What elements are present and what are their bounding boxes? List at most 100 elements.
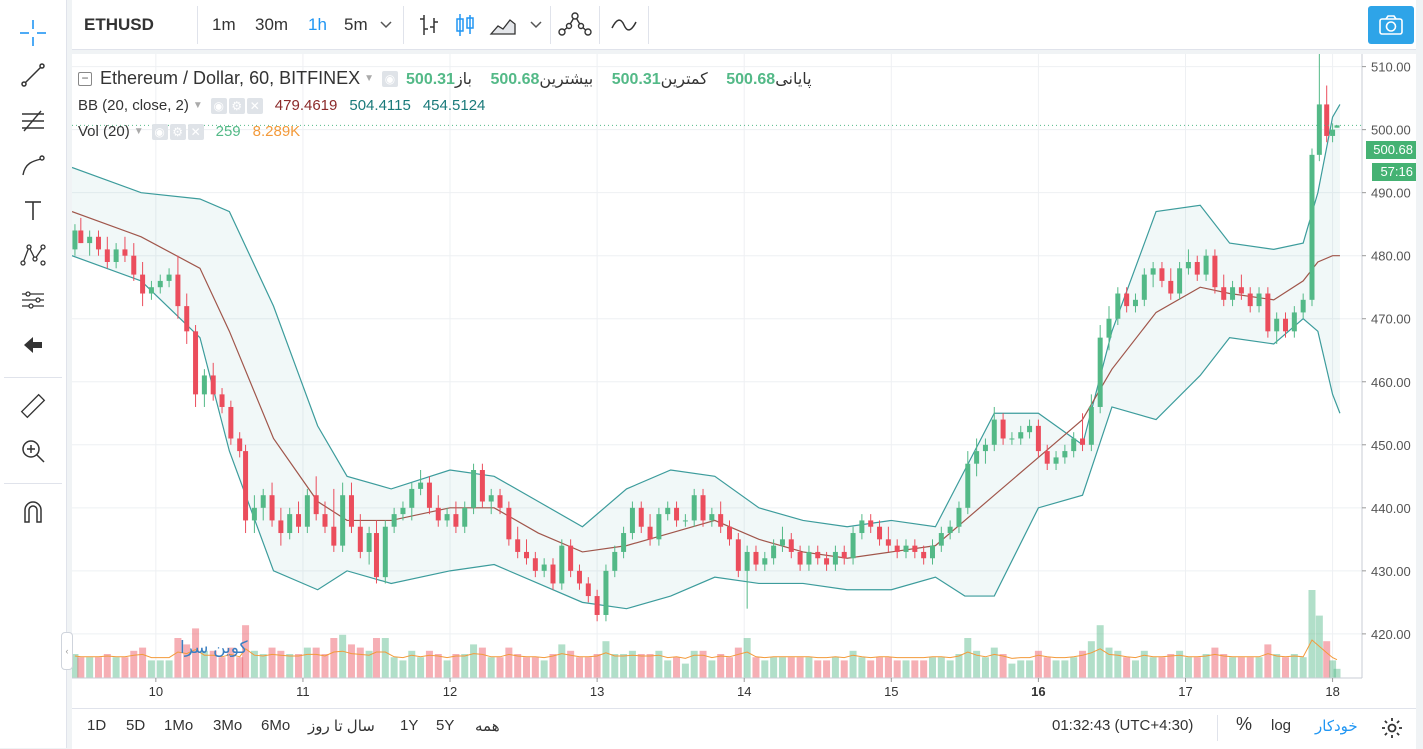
candle-body: [251, 507, 257, 521]
chevron-down-icon[interactable]: ▼: [364, 73, 375, 84]
range-5y[interactable]: 5Y: [436, 717, 455, 734]
candle-body: [1044, 451, 1050, 464]
gear-icon[interactable]: ⚙: [228, 97, 245, 114]
volume-bar: [990, 647, 998, 678]
candle-body: [912, 545, 918, 552]
prediction-icon[interactable]: [13, 282, 53, 318]
time-tick-label: 18: [1325, 684, 1339, 699]
legend-title[interactable]: Ethereum / Dollar, 60, BITFINEX: [100, 68, 361, 88]
auto-scale-button[interactable]: خودکار: [1315, 718, 1358, 735]
range-5d[interactable]: 5D: [126, 717, 146, 734]
zoom-in-icon[interactable]: [13, 433, 53, 469]
range-6mo[interactable]: 6Mo: [261, 717, 291, 734]
candle-body: [1247, 293, 1253, 307]
interval-5m[interactable]: 5m: [344, 15, 368, 34]
vol-label[interactable]: Vol (20): [78, 123, 130, 140]
range-ytd[interactable]: سال تا روز: [308, 718, 375, 735]
pitchfork-icon[interactable]: [13, 102, 53, 138]
volume-bar: [321, 654, 329, 678]
range-1d[interactable]: 1D: [87, 717, 107, 734]
bb-band-fill: [72, 104, 1340, 609]
gear-icon[interactable]: [1380, 716, 1404, 745]
volume-bar: [1323, 641, 1331, 678]
legend-volume: Vol (20) ▼ ◉ ⚙ ✕ 259 8.289K: [78, 123, 300, 140]
drawing-toolbar: [0, 0, 67, 748]
candle-body: [568, 545, 574, 571]
chevron-down-icon[interactable]: ▼: [192, 100, 203, 111]
pattern-icon[interactable]: [13, 237, 53, 273]
time-tick-label: 14: [737, 684, 751, 699]
volume-bar: [94, 657, 102, 678]
candles-style-icon[interactable]: [450, 10, 480, 40]
gear-icon[interactable]: ⚙: [169, 123, 186, 140]
close-icon[interactable]: ✕: [246, 97, 263, 114]
chart-pane[interactable]: 420.00 430.00 440.00 450.00 460.00 470.00 480.…: [72, 54, 1416, 708]
volume-bar: [1052, 660, 1060, 678]
close-icon[interactable]: ✕: [187, 123, 204, 140]
volume-bar: [611, 654, 619, 678]
volume-bar: [303, 647, 311, 678]
log-button[interactable]: log: [1271, 717, 1292, 734]
volume-bar: [183, 644, 191, 678]
text-tool-icon[interactable]: [13, 192, 53, 228]
time-tick-label: 11: [296, 684, 310, 699]
eye-icon[interactable]: ◉: [382, 70, 399, 87]
range-3mo[interactable]: 3Mo: [213, 717, 243, 734]
area-style-icon[interactable]: [488, 10, 518, 40]
indicators-icon[interactable]: [609, 10, 639, 40]
volume-bar: [417, 657, 425, 678]
volume-bar: [928, 657, 936, 678]
time-zone-clock[interactable]: 01:32:43 (UTC+4:30): [1052, 717, 1194, 734]
bars-style-icon[interactable]: [414, 10, 444, 40]
bb-label[interactable]: BB (20, close, 2): [78, 97, 189, 114]
volume-bar: [1008, 663, 1016, 678]
chevron-down-icon[interactable]: [526, 14, 546, 44]
percent-button[interactable]: %: [1236, 714, 1253, 734]
low-label: کمترین: [660, 70, 708, 88]
trend-line-icon[interactable]: [13, 57, 53, 93]
crosshair-icon[interactable]: [13, 15, 53, 51]
interval-1h[interactable]: 1h: [308, 15, 327, 34]
candle-body: [541, 564, 547, 571]
toolbar-divider: [403, 6, 404, 44]
candle-body: [1230, 287, 1236, 300]
range-all[interactable]: همه: [475, 718, 500, 735]
eye-icon[interactable]: ◉: [151, 123, 168, 140]
camera-button[interactable]: [1368, 6, 1414, 44]
ruler-icon[interactable]: [13, 388, 53, 424]
candle-body: [824, 558, 830, 565]
candle-body: [788, 539, 794, 552]
interval-1m[interactable]: 1m: [212, 15, 236, 34]
candle-body: [656, 514, 662, 540]
range-1mo[interactable]: 1Mo: [164, 717, 194, 734]
candle-body: [340, 495, 346, 546]
candle-body: [166, 274, 172, 281]
volume-bar: [399, 660, 407, 678]
range-1y[interactable]: 1Y: [400, 717, 419, 734]
candle-body: [744, 551, 750, 571]
chevron-down-icon[interactable]: [376, 14, 396, 44]
collapse-panel-button[interactable]: ‹: [61, 632, 73, 670]
collapse-legend-button[interactable]: −: [78, 71, 92, 86]
volume-bar: [628, 650, 636, 678]
eye-icon[interactable]: ◉: [210, 97, 227, 114]
volume-bar: [1299, 657, 1307, 678]
chevron-down-icon[interactable]: ▼: [133, 126, 144, 137]
interval-30m[interactable]: 30m: [255, 15, 289, 34]
volume-bar: [121, 657, 129, 678]
candle-body: [1115, 293, 1121, 319]
volume-bar: [602, 641, 610, 678]
compare-icon[interactable]: [558, 10, 592, 40]
volume-bar: [981, 657, 989, 678]
volume-bar: [752, 657, 760, 678]
price-chart[interactable]: 420.00 430.00 440.00 450.00 460.00 470.00 480.…: [72, 54, 1416, 708]
candle-body: [956, 507, 962, 527]
brush-icon[interactable]: [13, 147, 53, 183]
volume-bar: [330, 638, 338, 678]
candle-body: [426, 482, 432, 508]
symbol-search[interactable]: ETHUSD: [84, 15, 154, 34]
candle-body: [269, 495, 275, 521]
candle-body: [122, 249, 128, 256]
arrow-left-icon[interactable]: [13, 327, 53, 363]
magnet-icon[interactable]: [13, 494, 53, 530]
